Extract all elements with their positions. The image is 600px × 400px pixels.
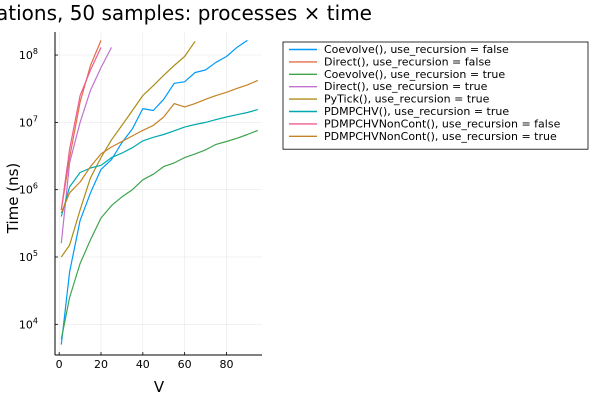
- legend-label-7: PDMPCHVNonCont(), use_recursion = false: [324, 117, 561, 130]
- y-tick-exponent: 6: [33, 182, 38, 191]
- y-tick-exponent: 7: [33, 114, 38, 123]
- series-layer: [60, 39, 259, 345]
- plot-frame: [54, 32, 262, 356]
- legend-label-5: PyTick(), use_recursion = true: [324, 93, 490, 106]
- series-line-3: [60, 129, 259, 340]
- x-tick-label: 60: [178, 358, 192, 371]
- legend-label-4: Direct(), use_recursion = true: [324, 80, 488, 93]
- legend: Coevolve(), use_recursion = falseDirect(…: [282, 41, 589, 150]
- series-line-7: [60, 47, 102, 210]
- series-line-2: [60, 40, 102, 210]
- series-line-4: [60, 47, 113, 244]
- series-line-6: [60, 109, 258, 217]
- x-tick-label: 80: [219, 358, 233, 371]
- x-tick-label: 40: [136, 358, 150, 371]
- series-line-5: [60, 40, 196, 258]
- y-axis-label: Time (ns): [4, 163, 22, 235]
- x-tick-label: 0: [56, 358, 63, 371]
- y-tick-exponent: 4: [33, 316, 38, 325]
- y-tick-exponent: 5: [33, 249, 38, 258]
- series-line-8: [60, 79, 259, 214]
- x-axis-label: V: [154, 378, 165, 396]
- legend-label-8: PDMPCHVNonCont(), use_recursion = true: [324, 130, 557, 143]
- legend-label-2: Direct(), use_recursion = false: [324, 55, 491, 68]
- series-line-1: [60, 39, 248, 345]
- legend-label-6: PDMPCHV(), use_recursion = true: [324, 105, 509, 118]
- legend-box: [282, 41, 589, 150]
- x-tick-label: 20: [94, 358, 108, 371]
- legend-label-3: Coevolve(), use_recursion = true: [324, 68, 505, 81]
- chart-title: ations, 50 samples: processes × time: [0, 1, 372, 25]
- legend-label-1: Coevolve(), use_recursion = false: [324, 43, 509, 56]
- y-tick-exponent: 8: [33, 47, 38, 56]
